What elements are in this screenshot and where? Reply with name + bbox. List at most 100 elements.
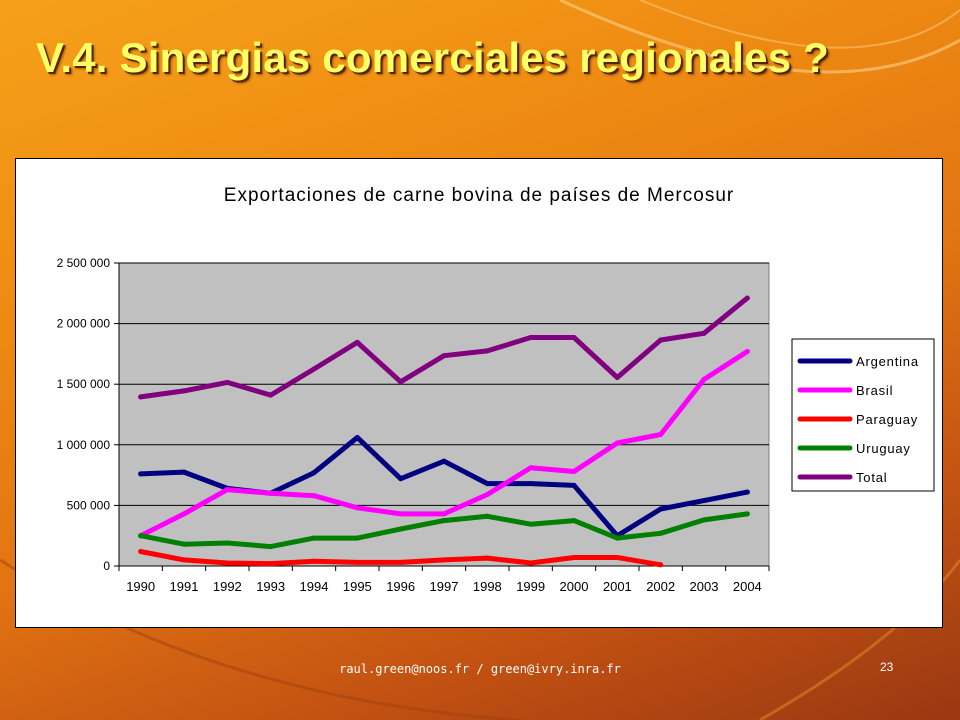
data-point — [571, 518, 577, 524]
legend-label-brasil: Brasil — [856, 383, 893, 398]
data-point — [354, 559, 360, 565]
data-point — [528, 335, 534, 341]
x-tick-label: 1994 — [300, 579, 329, 594]
data-point — [484, 481, 490, 487]
data-point — [701, 330, 707, 336]
x-tick-label: 1996 — [386, 579, 415, 594]
series-brasil — [138, 348, 750, 539]
data-point — [441, 511, 447, 517]
data-point — [658, 337, 664, 343]
data-point — [398, 559, 404, 565]
x-tick-label: 2002 — [646, 579, 675, 594]
data-point — [181, 557, 187, 563]
y-tick-label: 0 — [103, 559, 110, 573]
data-point — [311, 493, 317, 499]
x-tick-label: 1990 — [126, 579, 155, 594]
legend-label-argentina: Argentina — [856, 354, 919, 369]
data-point — [744, 511, 750, 517]
data-point — [701, 498, 707, 504]
data-point — [484, 513, 490, 519]
legend-label-total: Total — [856, 470, 887, 485]
x-tick-label: 2004 — [733, 579, 762, 594]
data-point — [268, 392, 274, 398]
data-point — [224, 560, 230, 566]
data-point — [484, 555, 490, 561]
data-point — [181, 541, 187, 547]
data-point — [614, 375, 620, 381]
x-tick-label: 1999 — [516, 579, 545, 594]
data-point — [354, 535, 360, 541]
footer-email: raul.green@noos.fr / green@ivry.inra.fr — [339, 662, 621, 676]
y-tick-label: 1 000 000 — [57, 438, 111, 452]
data-point — [354, 435, 360, 441]
chart-panel: Exportaciones de carne bovina de países … — [15, 158, 943, 628]
data-point — [354, 505, 360, 511]
data-point — [181, 388, 187, 394]
data-point — [701, 376, 707, 382]
y-tick-label: 2 000 000 — [57, 317, 111, 331]
data-point — [528, 481, 534, 487]
legend-label-paraguay: Paraguay — [856, 412, 918, 427]
data-point — [138, 471, 144, 477]
data-point — [614, 535, 620, 541]
data-point — [658, 562, 664, 568]
data-point — [181, 511, 187, 517]
data-point — [181, 469, 187, 475]
x-tick-label: 1993 — [256, 579, 285, 594]
data-point — [658, 506, 664, 512]
data-point — [744, 348, 750, 354]
data-point — [571, 555, 577, 561]
data-point — [744, 295, 750, 301]
data-point — [398, 379, 404, 385]
data-point — [268, 561, 274, 567]
data-point — [138, 548, 144, 554]
data-point — [311, 470, 317, 476]
data-point — [571, 335, 577, 341]
data-point — [744, 489, 750, 495]
x-tick-label: 1998 — [473, 579, 502, 594]
data-point — [701, 517, 707, 523]
data-point — [528, 560, 534, 566]
page-number: 23 — [880, 660, 894, 674]
data-point — [224, 540, 230, 546]
data-point — [138, 394, 144, 400]
data-point — [441, 353, 447, 359]
data-point — [658, 431, 664, 437]
data-point — [441, 458, 447, 464]
data-point — [614, 555, 620, 561]
data-point — [614, 440, 620, 446]
data-point — [398, 511, 404, 517]
data-point — [658, 530, 664, 536]
x-tick-label: 1995 — [343, 579, 372, 594]
x-tick-label: 1992 — [213, 579, 242, 594]
series-total — [138, 295, 750, 400]
data-point — [224, 487, 230, 493]
data-point — [311, 535, 317, 541]
data-point — [224, 379, 230, 385]
y-tick-label: 1 500 000 — [57, 377, 111, 391]
data-point — [268, 544, 274, 550]
x-tick-label: 2003 — [690, 579, 719, 594]
legend-label-uruguay: Uruguay — [856, 441, 911, 456]
data-point — [484, 491, 490, 497]
data-point — [484, 348, 490, 354]
data-point — [571, 482, 577, 488]
data-point — [398, 476, 404, 482]
data-point — [528, 465, 534, 471]
chart-legend: Argentina Brasil Paraguay Uruguay Total — [791, 338, 935, 492]
data-point — [311, 558, 317, 564]
plot-area: 0 500 000 1 000 000 1 500 000 2 000 000 2 500… — [57, 256, 770, 594]
line-chart: Exportaciones de carne bovina de países … — [57, 185, 935, 594]
data-point — [441, 518, 447, 524]
data-point — [354, 339, 360, 345]
x-tick-label: 2001 — [603, 579, 632, 594]
data-point — [268, 490, 274, 496]
series-paraguay — [138, 548, 664, 568]
data-point — [441, 557, 447, 563]
y-tick-label: 2 500 000 — [57, 256, 111, 270]
legend-box — [791, 338, 935, 492]
x-tick-label: 2000 — [560, 579, 589, 594]
y-tick-label: 500 000 — [67, 498, 111, 512]
series-uruguay — [138, 511, 750, 550]
x-tick-label: 1991 — [170, 579, 199, 594]
